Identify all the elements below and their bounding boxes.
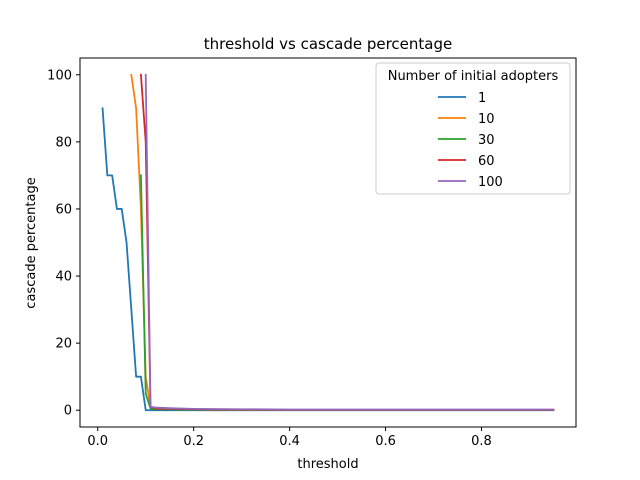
x-tick-label: 0.6 xyxy=(375,434,396,449)
x-tick-label: 0.2 xyxy=(183,434,204,449)
y-tick-label: 0 xyxy=(64,404,72,419)
plot-area xyxy=(79,57,577,428)
series-line-30 xyxy=(140,174,555,411)
y-tick-label: 20 xyxy=(55,337,72,352)
legend-title: Number of initial adopters xyxy=(388,69,559,84)
x-axis-label: threshold xyxy=(297,457,358,472)
x-axis: 0.0 0.2 0.4 0.6 0.8 xyxy=(87,427,492,449)
y-tick-label: 40 xyxy=(55,270,72,285)
y-axis: 0 20 40 60 80 100 xyxy=(47,68,80,419)
legend: Number of initial adopters 1 10 30 60 100 xyxy=(375,62,571,195)
legend-items: 1 10 30 60 100 xyxy=(438,91,503,190)
y-tick-label: 100 xyxy=(47,68,72,83)
y-axis-label: cascade percentage xyxy=(24,177,39,308)
y-tick-label: 80 xyxy=(55,135,72,150)
axes-frame xyxy=(79,57,577,428)
y-tick-label: 60 xyxy=(55,202,72,217)
x-tick-label: 0.4 xyxy=(279,434,300,449)
legend-box xyxy=(375,62,571,195)
x-tick-label: 0.8 xyxy=(471,434,492,449)
chart-title: threshold vs cascade percentage xyxy=(204,35,452,53)
legend-label-100: 100 xyxy=(478,175,503,190)
legend-label-1: 1 xyxy=(478,91,486,106)
x-tick-label: 0.0 xyxy=(87,434,108,449)
legend-label-60: 60 xyxy=(478,154,495,169)
legend-label-30: 30 xyxy=(478,133,495,148)
legend-label-10: 10 xyxy=(478,112,495,127)
series-line-100 xyxy=(144,73,555,411)
